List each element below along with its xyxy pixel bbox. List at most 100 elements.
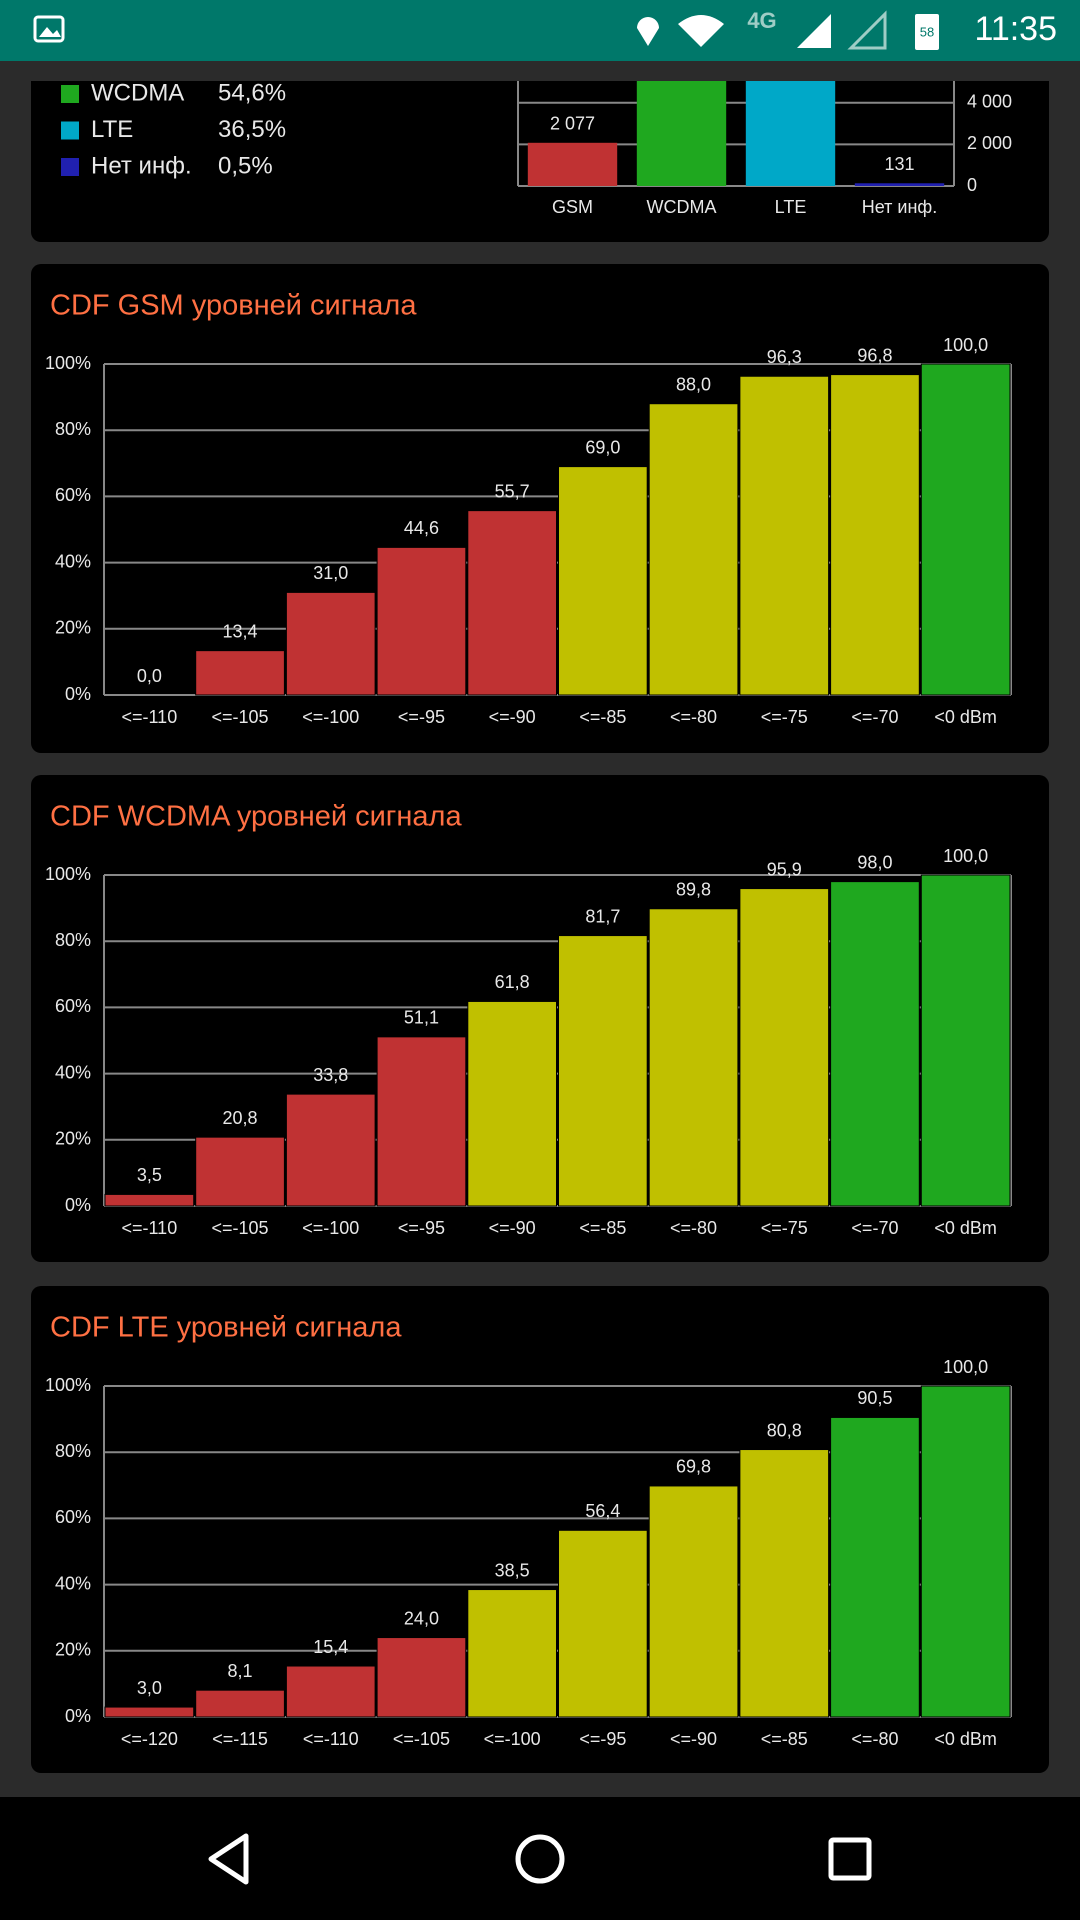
bar — [920, 874, 1011, 1207]
legend-swatch — [61, 85, 79, 103]
x-tick-label: <=-90 — [670, 1729, 717, 1749]
legend-name: LTE — [91, 116, 133, 143]
value-label: 8,1 — [228, 1661, 253, 1681]
bar — [745, 81, 836, 187]
battery-icon — [915, 14, 939, 50]
x-tick-label: <=-100 — [302, 1218, 359, 1238]
bar — [558, 466, 648, 696]
y-tick-label: 0% — [65, 1195, 91, 1215]
value-label: 88,0 — [676, 374, 711, 394]
x-tick-label: <=-80 — [670, 707, 717, 727]
value-label: 80,8 — [767, 1420, 802, 1440]
bar — [195, 1689, 285, 1718]
bar — [739, 888, 830, 1207]
value-label: 96,8 — [857, 345, 892, 365]
bar — [285, 1665, 376, 1718]
y-tick-label: 80% — [55, 1441, 91, 1461]
value-label: 100,0 — [943, 846, 988, 866]
value-label: 3,5 — [137, 1165, 162, 1185]
value-label: 51,1 — [404, 1008, 439, 1028]
bar — [830, 1416, 920, 1718]
y-tick-label: 100% — [45, 1375, 91, 1395]
value-label: 2 077 — [550, 114, 595, 134]
legend-share: 54,6% — [218, 79, 286, 106]
y-tick-label: 60% — [55, 996, 91, 1016]
x-tick-label: <0 dBm — [934, 1729, 997, 1749]
x-tick-label: <=-85 — [761, 1729, 808, 1749]
value-label: 95,9 — [767, 859, 802, 879]
y-tick-label: 60% — [55, 1507, 91, 1527]
value-label: 131 — [884, 154, 914, 174]
x-tick-label: <=-110 — [303, 1729, 359, 1749]
value-label: 89,8 — [676, 880, 711, 900]
home-button[interactable] — [515, 1834, 565, 1884]
value-label: 20,8 — [223, 1108, 258, 1128]
x-tick-label: <0 dBm — [934, 1218, 997, 1238]
value-label: 33,8 — [313, 1065, 348, 1085]
bar — [104, 1193, 195, 1207]
bar — [558, 1529, 648, 1718]
bar — [920, 363, 1011, 696]
legend-name: Нет инф. — [91, 152, 192, 179]
bar — [527, 142, 618, 186]
x-tick-label: <=-100 — [484, 1729, 541, 1749]
value-label: 100,0 — [943, 1357, 988, 1377]
bar — [739, 375, 830, 696]
bar — [195, 650, 285, 696]
x-tick-label: <=-105 — [212, 1218, 269, 1238]
x-tick-label: <=-75 — [761, 707, 808, 727]
value-label: 61,8 — [495, 972, 530, 992]
x-tick-label: <=-75 — [761, 1218, 808, 1238]
x-tick-label: <0 dBm — [934, 707, 997, 727]
bar — [467, 1000, 557, 1207]
x-tick-label: <=-70 — [851, 707, 898, 727]
value-label: 13,4 — [223, 621, 258, 641]
bar — [558, 935, 648, 1207]
recents-button[interactable] — [828, 1837, 872, 1881]
x-tick-label: <=-115 — [212, 1729, 268, 1749]
bar — [854, 183, 945, 186]
bar — [920, 1385, 1011, 1718]
x-tick-label: <=-85 — [579, 707, 626, 727]
x-tick-label: <=-100 — [302, 707, 359, 727]
clock: 11:35 — [974, 10, 1057, 48]
x-tick-label: <=-90 — [489, 707, 536, 727]
nav-bar — [0, 1797, 1080, 1920]
x-tick-label: <=-95 — [579, 1729, 626, 1749]
legend-swatch — [61, 158, 79, 176]
gallery-icon-mountain — [39, 27, 61, 37]
legend-name: WCDMA — [91, 79, 184, 106]
value-label: 98,0 — [857, 852, 892, 872]
status-bar — [0, 0, 1080, 61]
value-label: 15,4 — [313, 1637, 348, 1657]
chart-title: CDF LTE уровней сигнала — [50, 1312, 402, 1344]
value-label: 69,8 — [676, 1457, 711, 1477]
y-tick-label: 40% — [55, 1573, 91, 1593]
y-tick-label: 4 000 — [967, 92, 1012, 112]
bar — [285, 1093, 376, 1207]
value-label: 90,5 — [857, 1388, 892, 1408]
bar — [636, 81, 727, 186]
bar — [195, 1136, 285, 1207]
x-tick-label: <=-80 — [851, 1729, 898, 1749]
legend-swatch — [61, 121, 79, 140]
x-tick-label: <=-70 — [851, 1218, 898, 1238]
y-tick-label: 20% — [55, 1640, 91, 1660]
gallery-icon — [33, 15, 65, 43]
value-label: 44,6 — [404, 518, 439, 538]
bar — [104, 1706, 195, 1718]
x-tick-label: <=-85 — [579, 1218, 626, 1238]
x-tick-label: <=-95 — [398, 1218, 445, 1238]
back-button[interactable] — [208, 1833, 249, 1885]
x-tick-label: <=-110 — [121, 707, 177, 727]
bar — [376, 1036, 467, 1207]
x-tick-label: <=-90 — [489, 1218, 536, 1238]
bar — [285, 591, 376, 696]
value-label: 69,0 — [585, 437, 620, 457]
y-tick-label: 2 000 — [967, 133, 1012, 153]
y-tick-label: 0% — [65, 684, 91, 704]
chart-title: CDF GSM уровней сигнала — [50, 290, 417, 322]
y-tick-label: 40% — [55, 1062, 91, 1082]
wifi-icon — [678, 15, 724, 47]
